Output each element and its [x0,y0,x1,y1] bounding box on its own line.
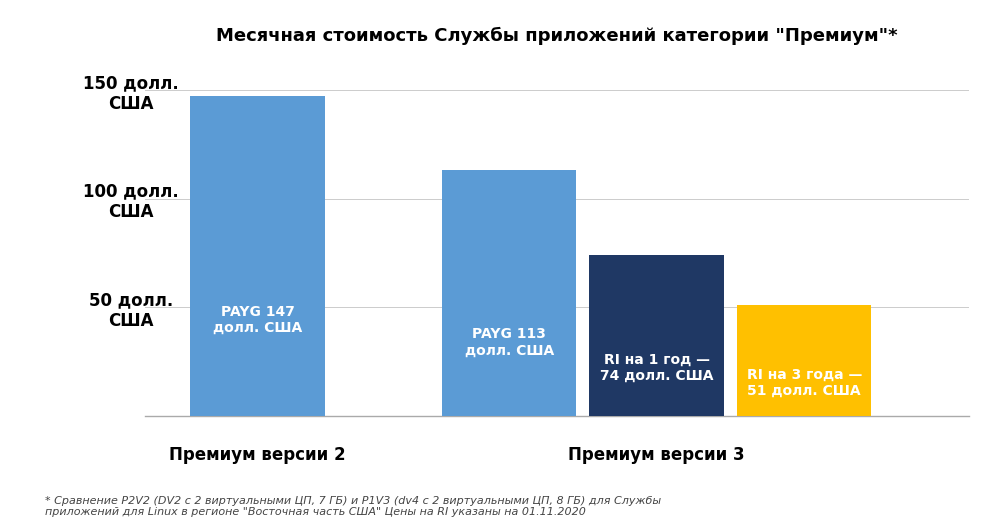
Text: * Сравнение P2V2 (DV2 с 2 виртуальными ЦП, 7 ГБ) и P1V3 (dv4 с 2 виртуальными ЦП: * Сравнение P2V2 (DV2 с 2 виртуальными Ц… [45,496,661,517]
Text: PAYG 113
долл. США: PAYG 113 долл. США [465,327,553,357]
Bar [191,96,325,416]
Text: Премиум версии 3: Премиум версии 3 [568,447,745,464]
Text: RI на 3 года —
51 долл. США: RI на 3 года — 51 долл. США [746,368,862,398]
Text: RI на 1 год —
74 долл. США: RI на 1 год — 74 долл. США [600,353,713,383]
Text: PAYG 147
долл. США: PAYG 147 долл. США [213,305,303,335]
Title: Месячная стоимость Службы приложений категории "Премиум"*: Месячная стоимость Службы приложений кат… [216,27,898,45]
Bar [442,170,576,416]
Bar [589,255,724,416]
Text: Премиум версии 2: Премиум версии 2 [169,447,346,464]
Bar [737,305,871,416]
